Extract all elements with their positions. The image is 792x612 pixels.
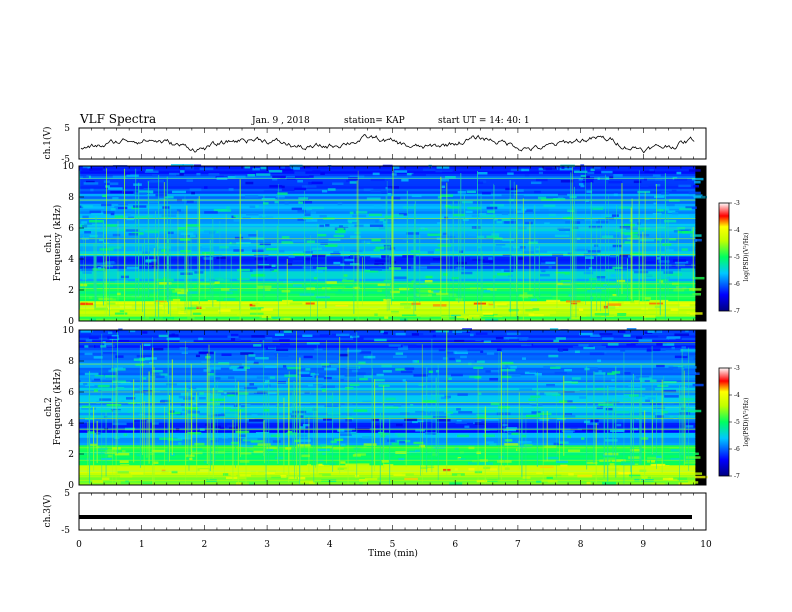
colorbar-tick-label: -3: [734, 200, 740, 207]
x-tick-label: 5: [390, 540, 396, 550]
colorbar-ticks: -3 -4 -5 -6 -7 -3 -4 -5 -6 -7: [729, 200, 740, 480]
colorbar-tick-label: -3: [734, 365, 740, 372]
y-tick-label: 2: [68, 286, 74, 296]
y-tick-label: 8: [68, 193, 74, 203]
y-tick-label: 6: [68, 224, 74, 234]
colorbar-tick-label: -6: [734, 281, 740, 288]
ch2-spectrogram-image: [79, 328, 708, 486]
x-tick-label: 8: [578, 540, 584, 550]
ch1-spectrogram-channel-label: ch.1: [44, 233, 54, 252]
x-tick-label: 9: [640, 540, 646, 550]
colorbar-tick-label: -4: [734, 227, 740, 234]
ch2-colorbar: [718, 367, 730, 477]
x-tick-label: 1: [139, 540, 145, 550]
colorbar-tick-label: -6: [734, 446, 740, 453]
y-tick-label: -5: [61, 155, 70, 165]
ch1-colorbar: [718, 202, 730, 312]
x-tick-label: 3: [264, 540, 270, 550]
y-tick-label: 4: [68, 255, 74, 265]
colorbar-tick-label: -7: [734, 473, 740, 480]
x-tick-label: 4: [327, 540, 333, 550]
ch1-spectrogram-ylabel: Frequency (kHz): [52, 205, 63, 282]
x-tick-label: 2: [202, 540, 208, 550]
station-label: station= KAP: [344, 116, 405, 126]
y-tick-label: 0: [68, 481, 74, 491]
ch1-waveform-ylabel: ch.1(V): [42, 127, 53, 160]
y-tick-label: 6: [68, 388, 74, 398]
ch2-colorbar-label: log(PSD)(V²/Hz): [743, 398, 750, 447]
ch3-waveform-frame: [78, 492, 707, 531]
ch2-spectrogram-channel-label: ch.2: [44, 397, 54, 416]
colorbar-tick-label: -5: [734, 419, 740, 426]
x-tick-label: 10: [700, 540, 712, 550]
ch1-colorbar-label: log(PSD)(V²/Hz): [743, 233, 750, 282]
ch1-spectrogram-image: [79, 164, 707, 322]
ch2-spectrogram-ylabel: Frequency (kHz): [52, 369, 63, 446]
x-tick-label: 6: [452, 540, 458, 550]
y-tick-label: 5: [64, 124, 70, 134]
colorbar-tick-label: -5: [734, 254, 740, 261]
x-tick-label: 0: [76, 540, 82, 550]
y-tick-label: 10: [63, 326, 75, 336]
x-tick-label: 7: [515, 540, 521, 550]
y-tick-label: 8: [68, 357, 74, 367]
date-label: Jan. 9 , 2018: [251, 116, 310, 126]
ch1-waveform-line: [80, 134, 695, 154]
ch1-trace: [80, 134, 695, 154]
x-axis-label: Time (min): [368, 548, 418, 559]
y-tick-label: 4: [68, 419, 74, 429]
y-tick-label: -5: [61, 526, 70, 536]
y-tick-label: 10: [63, 162, 75, 172]
figure-title: VLF Spectra: [79, 112, 156, 126]
colorbar-tick-label: -4: [734, 392, 740, 399]
colorbar-tick-label: -7: [734, 308, 740, 315]
axis-ticks: [78, 128, 707, 530]
y-tick-label: 0: [68, 317, 74, 327]
start-time-label: start UT = 14: 40: 1: [438, 116, 530, 126]
y-tick-label: 2: [68, 450, 74, 460]
y-tick-label: 5: [64, 489, 70, 499]
ch3-waveform-ylabel: ch.3(V): [42, 495, 53, 528]
